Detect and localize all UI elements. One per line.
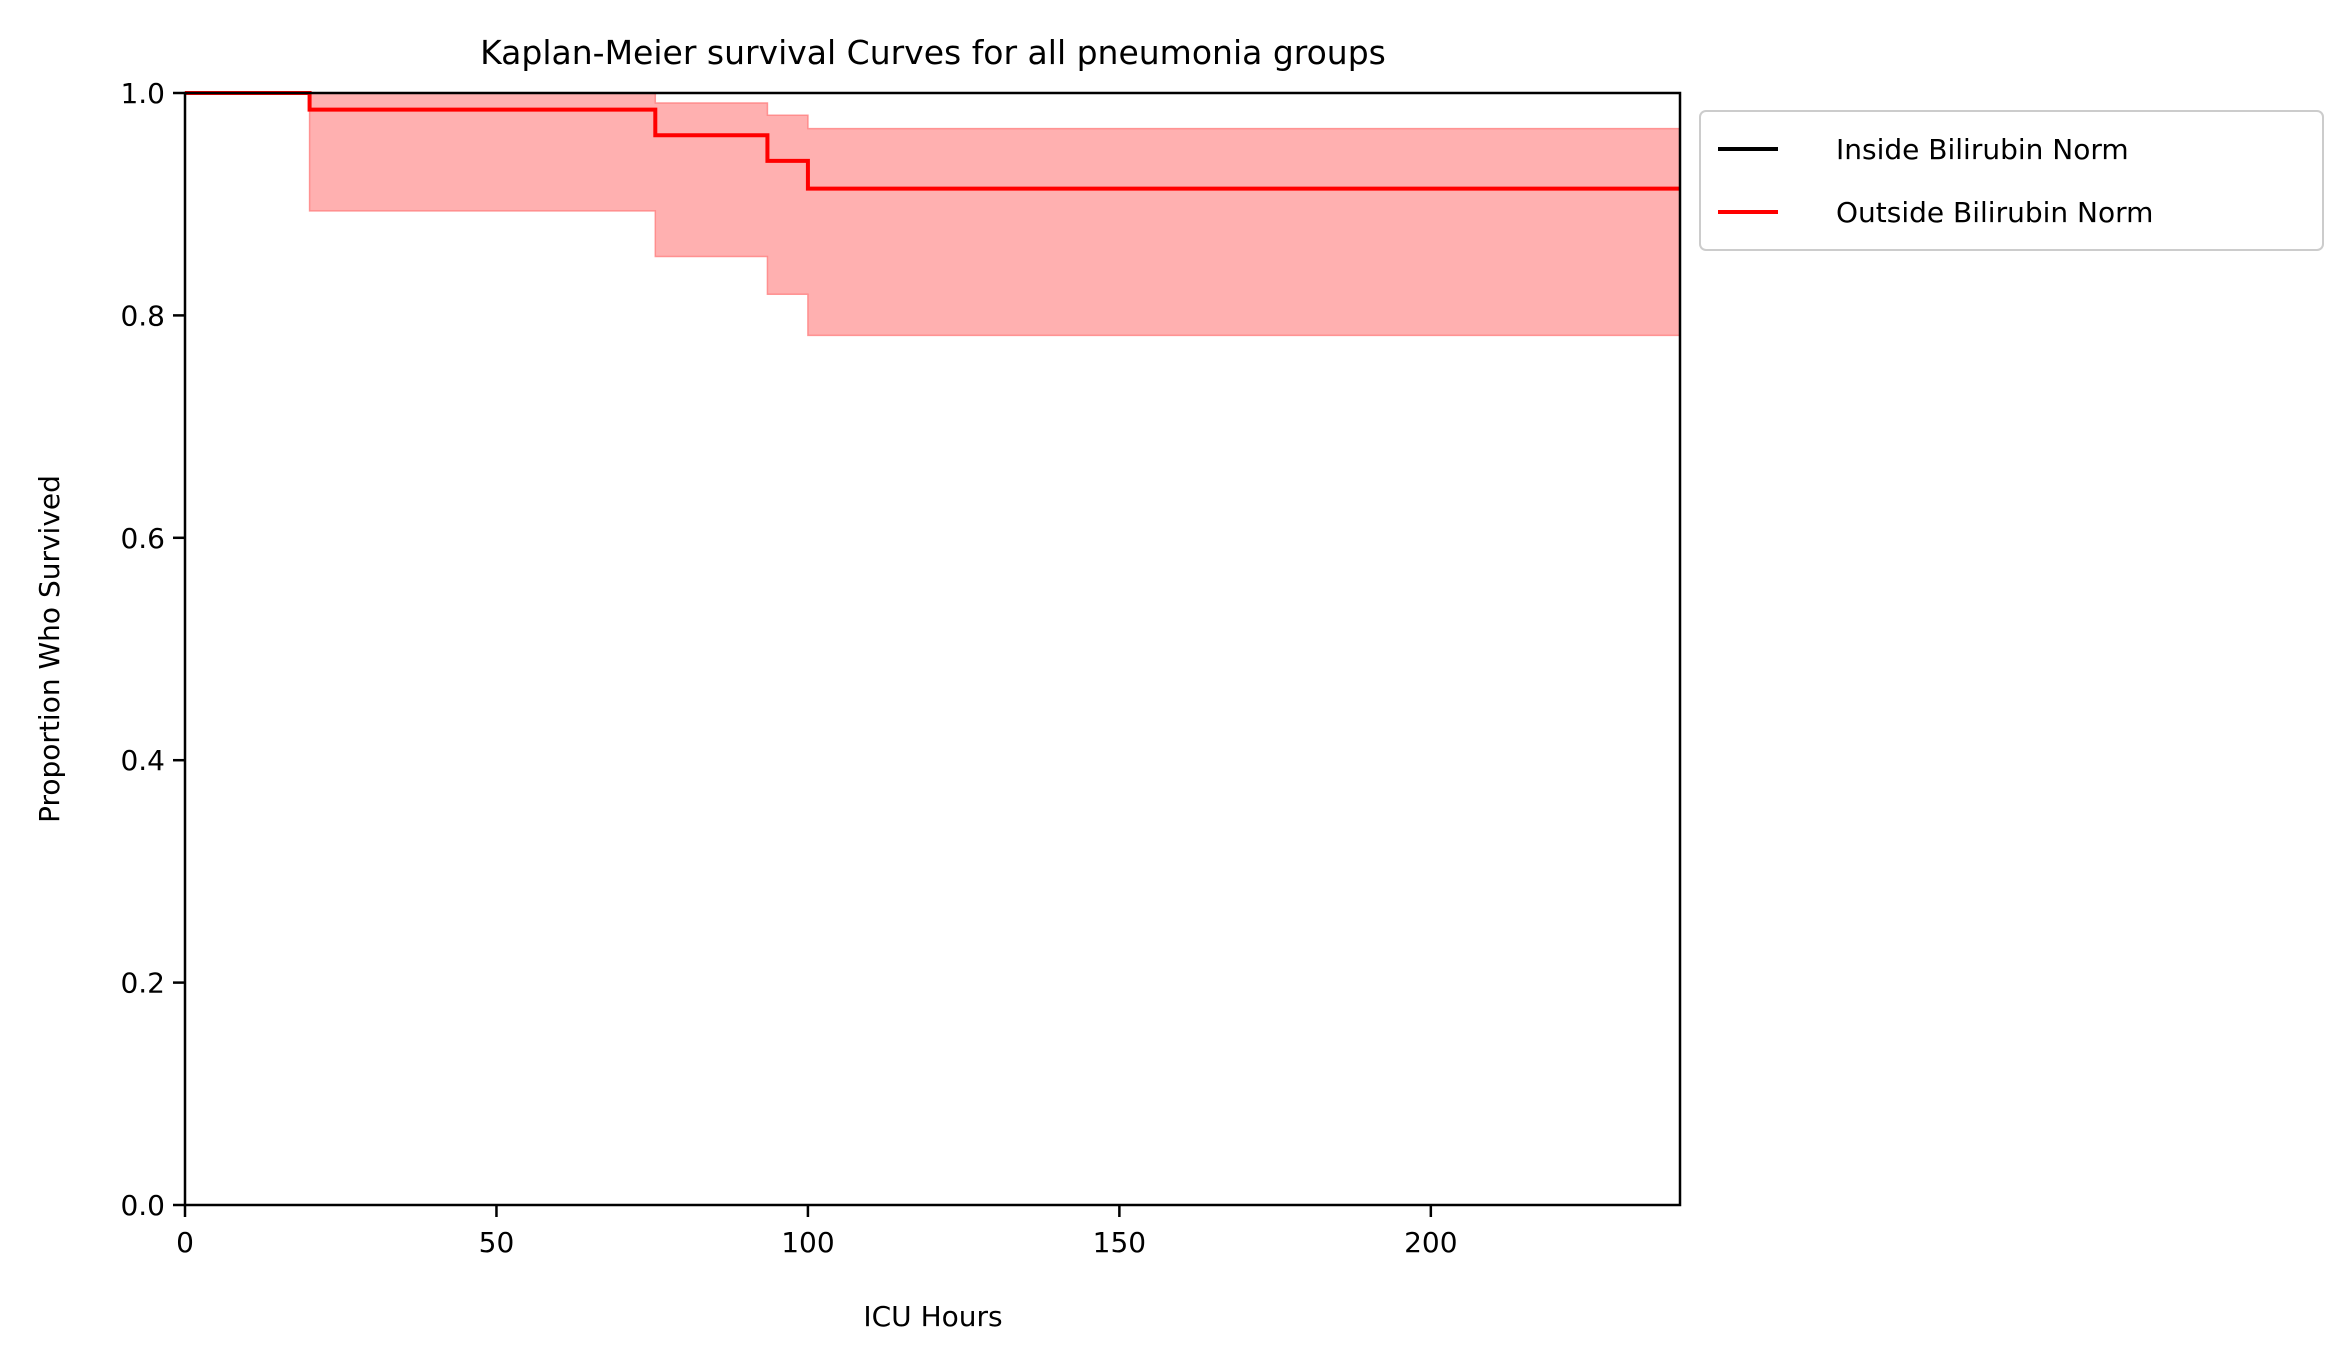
- y-tick-label: 0.0: [120, 1189, 165, 1222]
- legend: Inside Bilirubin Norm Outside Bilirubin …: [1699, 110, 2324, 251]
- x-axis: 0 50 100 150 200: [176, 1205, 1458, 1259]
- legend-frame: [1699, 110, 2324, 251]
- chart-title: Kaplan-Meier survival Curves for all pne…: [480, 33, 1386, 72]
- legend-label-outside-bilirubin-norm: Outside Bilirubin Norm: [1836, 196, 2153, 229]
- y-tick-label: 0.6: [120, 522, 165, 555]
- y-tick-label: 0.4: [120, 744, 165, 777]
- y-tick-label: 1.0: [120, 77, 165, 110]
- survival-curve-series-1: [185, 91, 1680, 191]
- legend-label-inside-bilirubin-norm: Inside Bilirubin Norm: [1836, 133, 2129, 166]
- x-tick-label: 100: [781, 1226, 834, 1259]
- y-axis: 0.0 0.2 0.4 0.6 0.8 1.0: [120, 77, 185, 1222]
- x-tick-label: 50: [479, 1226, 515, 1259]
- y-axis-label: Proportion Who Survived: [33, 475, 66, 823]
- x-axis-label: ICU Hours: [863, 1300, 1002, 1333]
- x-tick-label: 200: [1404, 1226, 1457, 1259]
- axes-frame: [183, 91, 1682, 1207]
- y-tick-label: 0.2: [120, 967, 165, 1000]
- y-tick-label: 0.8: [120, 299, 165, 332]
- x-tick-label: 150: [1093, 1226, 1146, 1259]
- x-tick-label: 0: [176, 1226, 194, 1259]
